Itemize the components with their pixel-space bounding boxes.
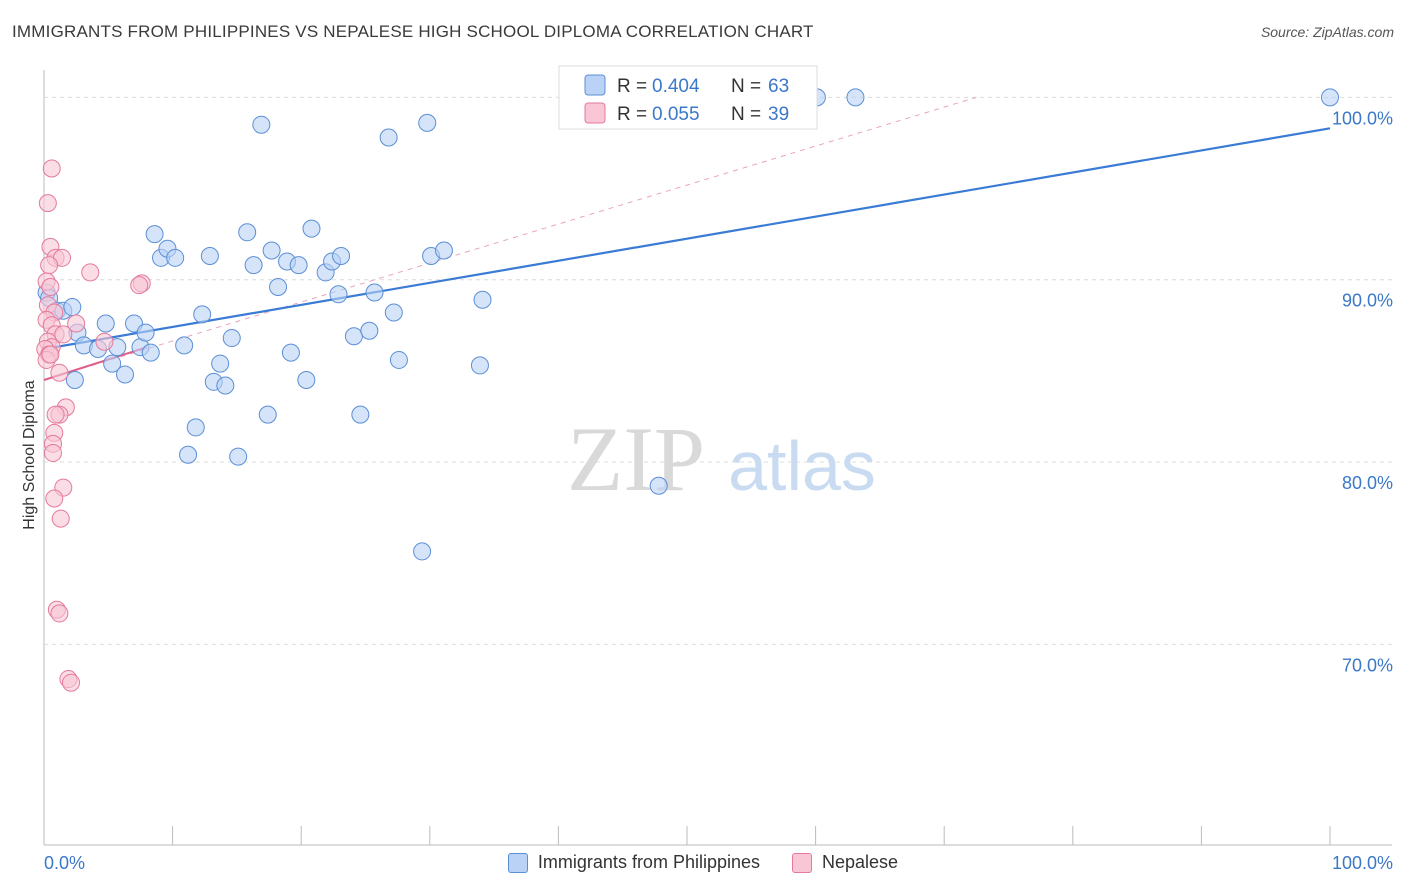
series-legend: Immigrants from Philippines Nepalese [0,852,1406,873]
point-philippines-34 [258,405,277,424]
point-philippines-27 [211,354,230,373]
gridlines [44,96,1392,645]
point-philippines-22 [179,445,198,464]
axes [43,70,1392,846]
point-philippines-54 [418,113,437,132]
point-philippines-46 [344,327,363,346]
point-philippines-49 [365,283,384,302]
point-philippines-41 [302,219,321,238]
point-philippines-50 [379,128,398,147]
point-philippines-31 [238,223,257,242]
y-tick-label-3: 70.0% [1342,655,1393,675]
y-tick-label-0: 100.0% [1332,108,1393,128]
stats-r-value-1: 0.404 [652,76,700,97]
point-philippines-39 [289,256,308,275]
point-nepalese-22 [95,332,114,351]
point-nepalese-1 [42,159,61,178]
stats-n-value-2: 39 [768,104,789,125]
stats-swatch-pink [584,102,606,124]
point-nepalese-38 [41,345,60,364]
point-nepalese-27 [46,405,65,424]
point-philippines-38 [281,343,300,362]
point-philippines-56 [434,241,453,260]
legend-swatch-philippines [507,852,528,873]
point-philippines-59 [649,476,668,495]
stats-n-label-1: N = [731,76,761,97]
legend-item-philippines: Immigrants from Philippines [507,852,760,873]
watermark-atlas: atlas [728,427,876,505]
point-philippines-25 [200,247,219,265]
point-philippines-44 [329,285,348,304]
legend-swatch-nepalese [792,852,812,873]
point-philippines-40 [297,371,316,389]
point-philippines-32 [244,256,263,275]
data-points [36,88,1339,692]
point-philippines-9 [96,314,115,333]
point-philippines-30 [229,447,248,466]
point-philippines-20 [166,248,185,267]
stats-legend: R = 0.404 N = 63 R = 0.055 N = 39 [558,65,818,130]
point-philippines-12 [116,365,135,384]
point-nepalese-24 [130,276,149,295]
point-philippines-61 [846,88,865,107]
point-nepalese-5 [40,256,59,275]
point-nepalese-33 [51,509,70,528]
point-philippines-7 [65,371,84,389]
point-nepalese-32 [45,489,64,508]
point-nepalese-13 [54,325,73,344]
point-philippines-15 [136,323,155,342]
point-philippines-35 [262,241,281,260]
point-philippines-62 [1321,88,1339,107]
point-philippines-10 [103,354,122,373]
point-philippines-45 [332,247,351,265]
point-philippines-33 [252,115,271,134]
tick-labels: 100.0% 90.0% 80.0% 70.0% 0.0% 100.0% [44,108,1393,873]
point-philippines-47 [351,405,370,424]
watermark-zip: ZIP [567,408,705,510]
stats-r-label-1: R = [617,76,647,97]
point-philippines-53 [413,542,432,561]
x-tick-label-0: 0.0% [44,853,85,873]
point-philippines-24 [193,305,212,324]
point-philippines-29 [222,329,241,348]
point-philippines-57 [470,356,489,375]
point-philippines-21 [175,336,194,355]
point-philippines-36 [269,278,288,296]
legend-item-nepalese: Nepalese [792,852,898,873]
point-philippines-17 [145,225,164,244]
stats-n-label-2: N = [731,104,761,125]
stats-n-value-1: 63 [768,76,789,97]
point-philippines-52 [389,350,408,369]
point-nepalese-30 [44,443,63,462]
point-philippines-51 [384,303,403,322]
trend-line-philippines [43,127,1331,351]
point-philippines-23 [186,418,205,437]
stats-swatch-blue [584,74,606,96]
chart-title: IMMIGRANTS FROM PHILIPPINES VS NEPALESE … [12,22,814,41]
point-philippines-48 [360,321,379,340]
point-philippines-28 [216,376,235,395]
point-nepalese-7 [41,278,60,296]
y-tick-label-2: 80.0% [1342,473,1393,493]
legend-label-nepalese: Nepalese [822,852,899,872]
point-nepalese-35 [50,604,69,623]
stats-r-label-2: R = [617,104,647,125]
x-tick-label-1: 100.0% [1332,853,1393,873]
source-label: Source: ZipAtlas.com [1260,24,1394,40]
point-philippines-58 [473,290,492,309]
point-nepalese-37 [62,673,81,692]
point-nepalese-21 [81,263,100,282]
point-nepalese-19 [50,363,69,382]
point-philippines-16 [141,343,160,362]
trend-line-nepalese-extended [43,96,977,381]
stats-r-value-2: 0.055 [652,104,700,125]
point-philippines-4 [63,298,82,317]
y-tick-label-1: 90.0% [1342,291,1393,311]
point-nepalese-0 [38,194,57,213]
point-nepalese-20 [67,314,86,333]
legend-label-philippines: Immigrants from Philippines [537,852,760,872]
